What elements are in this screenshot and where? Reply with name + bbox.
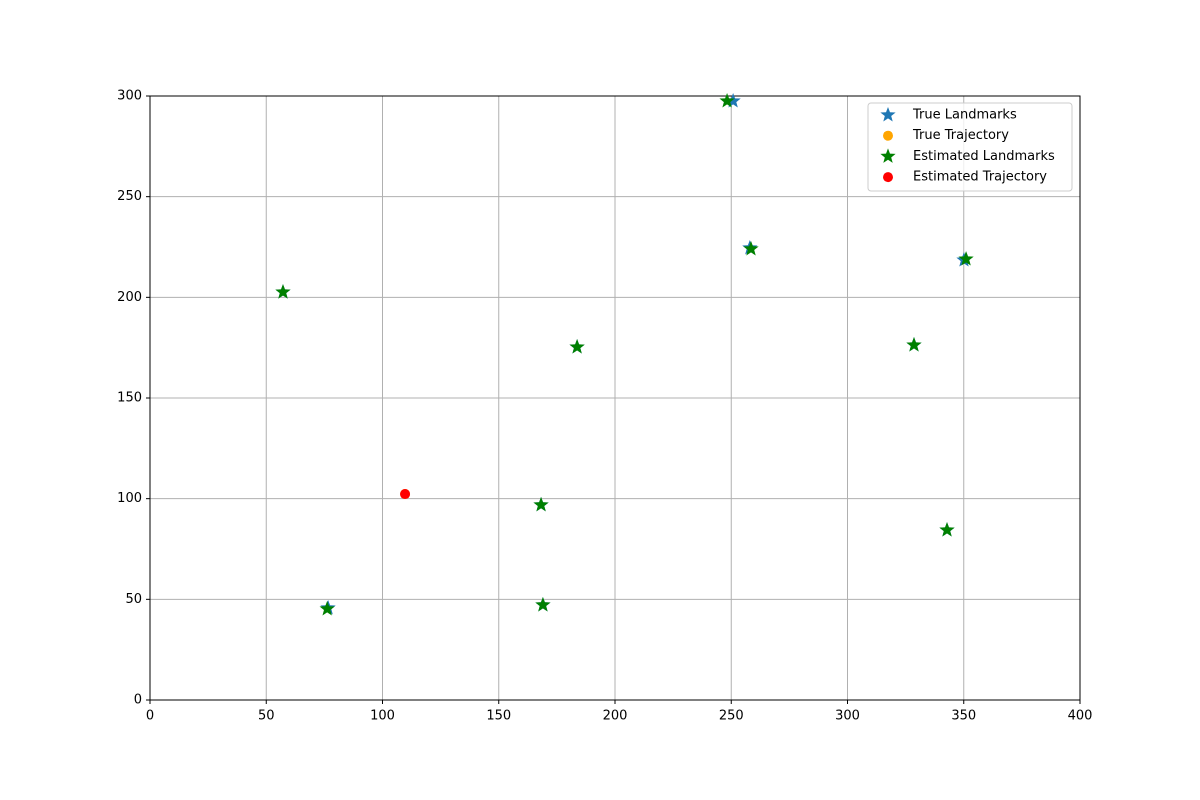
plot-frame	[149, 95, 1081, 701]
star-point	[939, 522, 955, 537]
y-tick-label: 100	[117, 491, 142, 506]
legend-label: Estimated Trajectory	[913, 170, 1047, 185]
star-point	[319, 601, 335, 616]
y-tick-label: 150	[117, 391, 142, 406]
star-point	[958, 251, 974, 266]
x-tick-label: 0	[146, 709, 154, 724]
legend-marker	[880, 107, 896, 122]
star-point	[906, 337, 922, 352]
star-point	[533, 496, 549, 512]
legend-label: True Trajectory	[912, 128, 1009, 143]
legend-marker	[880, 148, 896, 163]
x-tick-label: 200	[603, 709, 628, 724]
star-point	[275, 284, 291, 299]
star-point	[725, 93, 741, 108]
legend-label: True Landmarks	[912, 108, 1017, 123]
star-point	[535, 596, 551, 612]
x-tick-label: 150	[486, 709, 511, 724]
point	[400, 489, 411, 500]
x-tick-label: 100	[370, 709, 395, 724]
legend-marker	[883, 172, 893, 183]
x-tick-label: 250	[719, 709, 744, 724]
legend: True Landmarks True Trajectory Estimated L…	[867, 102, 1073, 192]
legend-marker	[883, 130, 893, 141]
x-tick-label: 50	[258, 709, 275, 724]
legend-box	[867, 102, 1073, 192]
y-tick-label: 300	[117, 89, 142, 104]
legend-label: Estimated Landmarks	[913, 149, 1055, 164]
x-tick-label: 400	[1068, 709, 1093, 724]
y-tick-label: 250	[117, 189, 142, 204]
y-tick-label: 0	[134, 693, 142, 708]
star-point	[719, 93, 735, 108]
star-point	[569, 339, 585, 354]
y-tick-label: 50	[125, 592, 142, 607]
x-tick-label: 350	[951, 709, 976, 724]
y-tick-label: 200	[117, 290, 142, 305]
x-tick-label: 300	[835, 709, 860, 724]
star-point	[743, 241, 759, 256]
